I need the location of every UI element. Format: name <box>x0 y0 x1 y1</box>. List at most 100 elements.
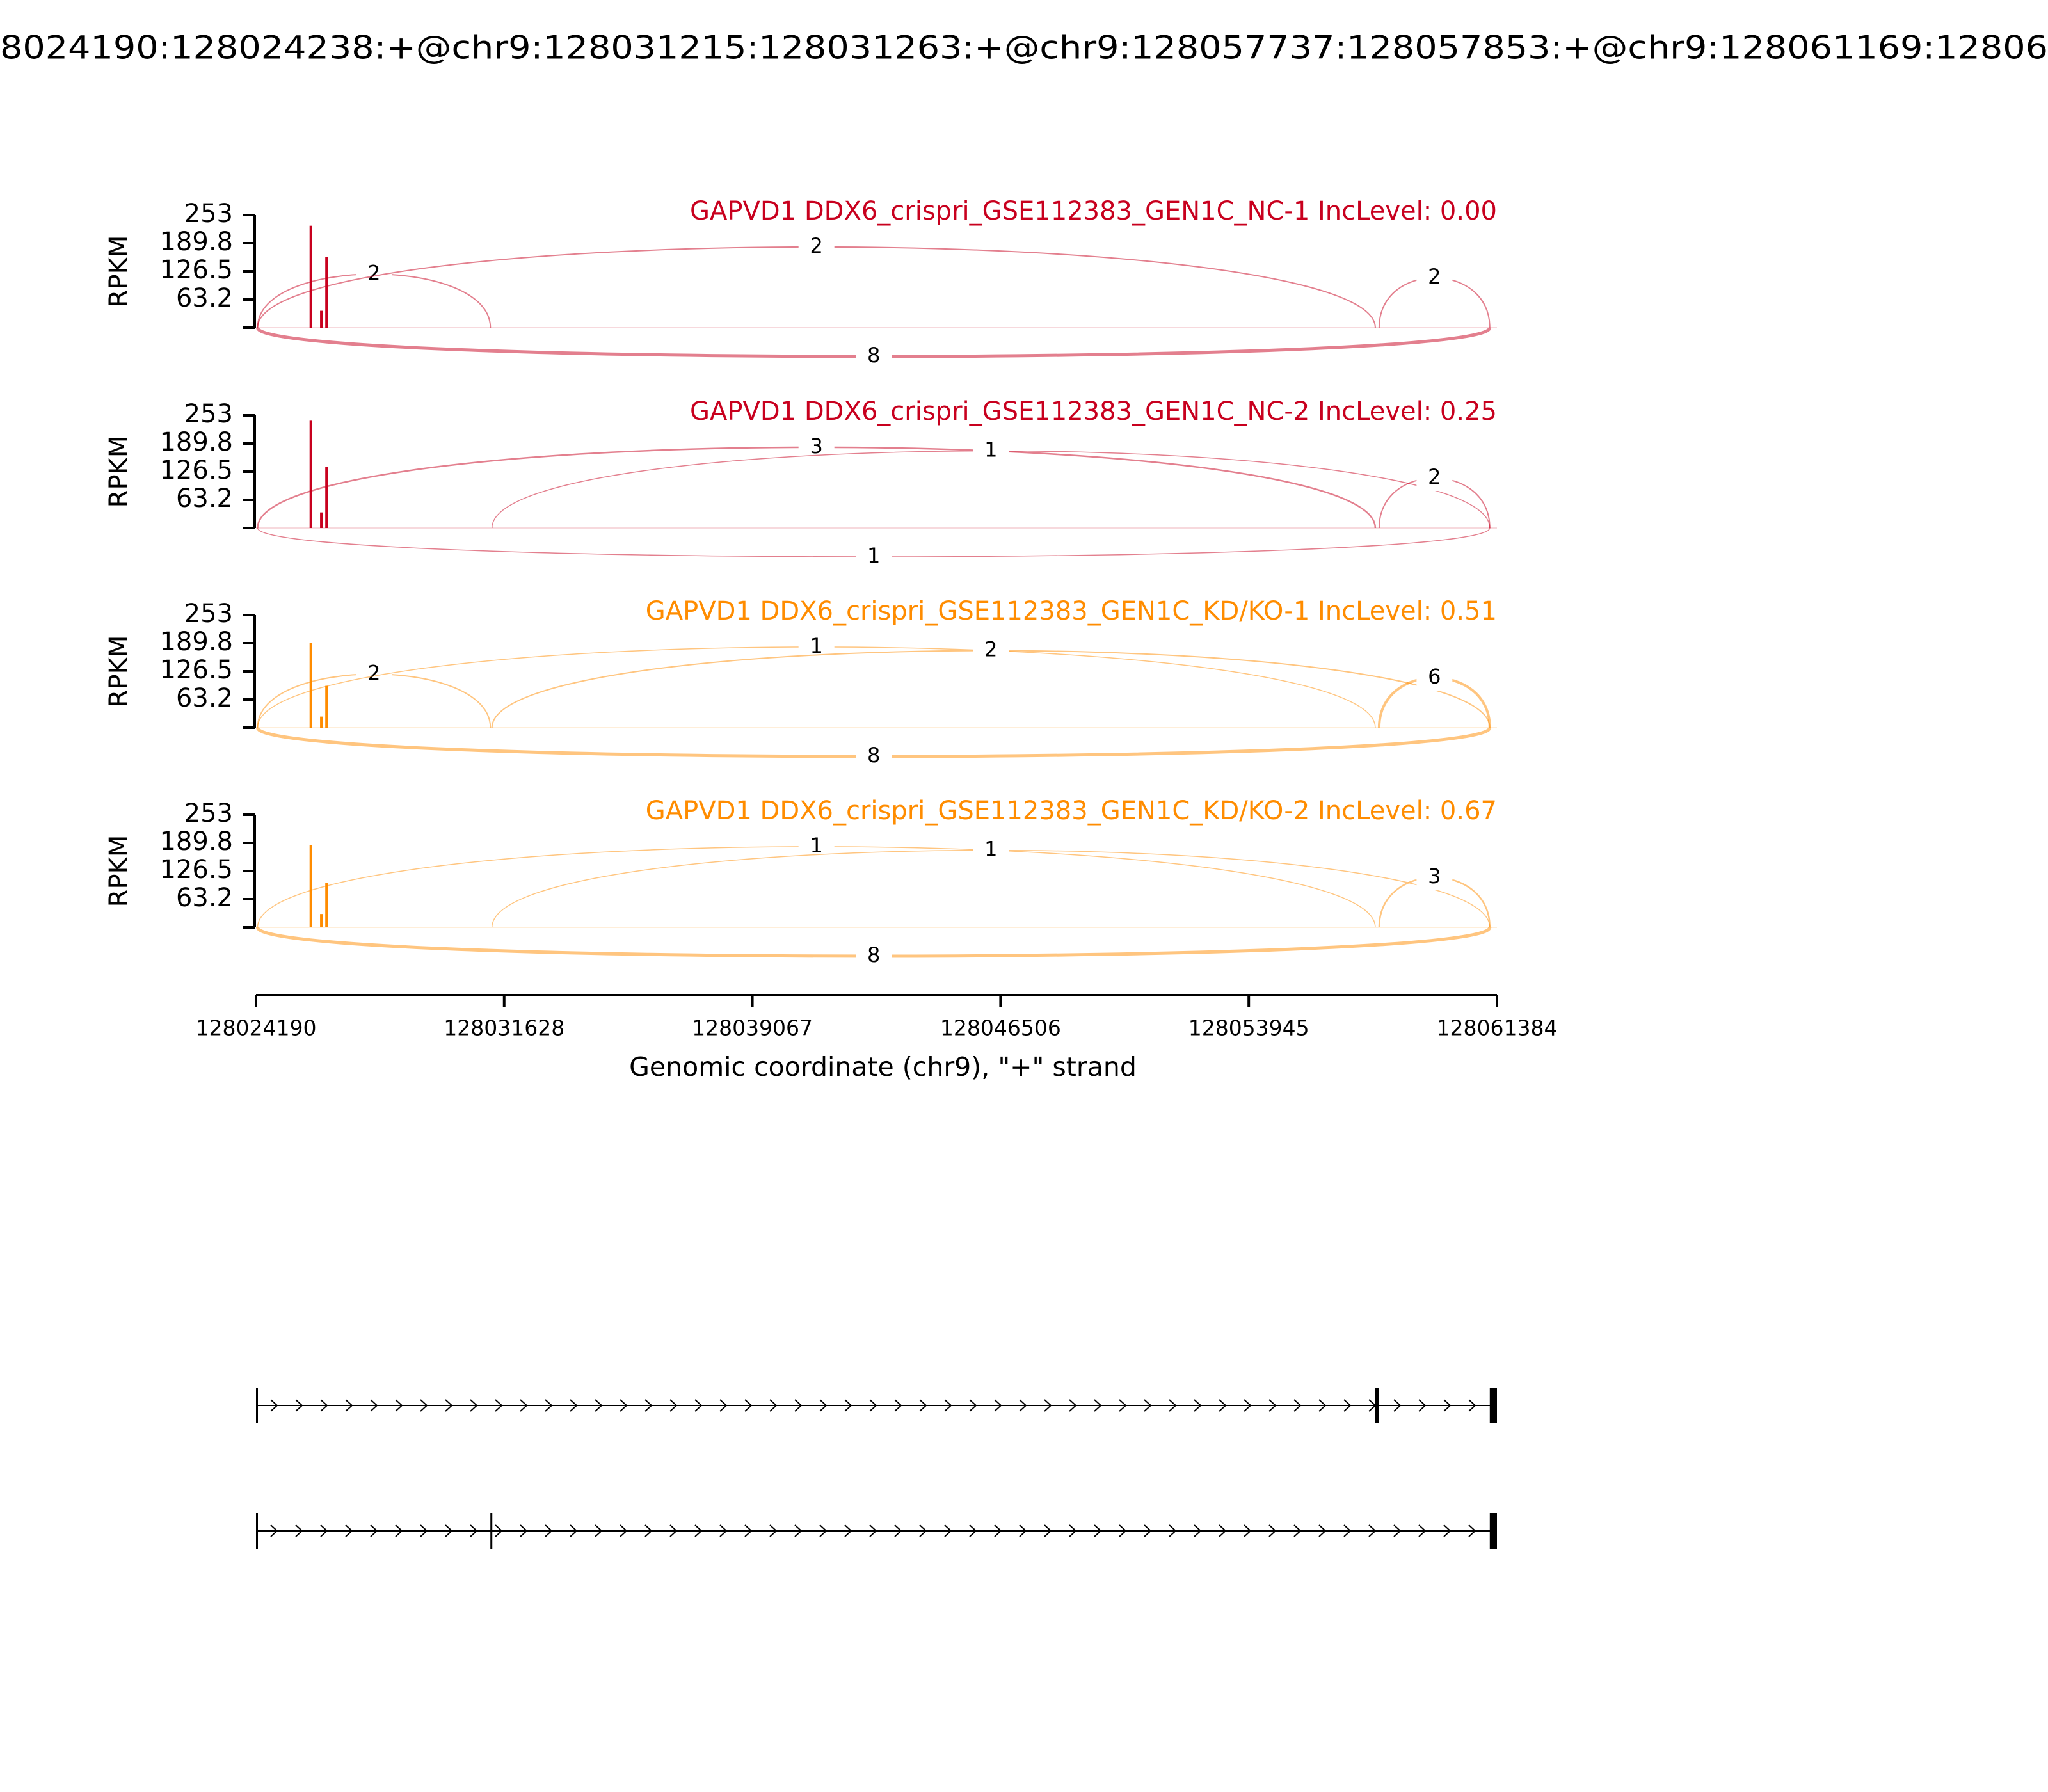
y-tick-label: 63.2 <box>176 883 233 913</box>
strand-arrow <box>1318 1399 1327 1412</box>
y-tick-label: 253 <box>184 799 233 828</box>
junction-count: 3 <box>810 434 823 458</box>
y-tick-label: 63.2 <box>176 284 233 313</box>
strand-arrow <box>644 1399 653 1412</box>
strand-arrow <box>570 1524 578 1537</box>
exon <box>1375 1388 1379 1423</box>
coverage-bar <box>325 467 328 528</box>
coverage-bar <box>309 845 312 927</box>
y-tick-label: 253 <box>184 199 233 228</box>
junction-label-bg <box>856 744 892 769</box>
coverage-bar <box>320 512 323 528</box>
strand-arrow <box>345 1524 353 1537</box>
strand-arrow <box>1169 1399 1177 1412</box>
junction-count: 1 <box>867 543 880 568</box>
strand-arrow <box>1443 1524 1452 1537</box>
strand-arrow <box>944 1399 952 1412</box>
y-tick-label: 253 <box>184 399 233 429</box>
y-tick-label: 126.5 <box>159 655 233 685</box>
y-axis-label: RPKM <box>104 636 134 708</box>
strand-arrow <box>595 1399 603 1412</box>
x-tick-label: 128024190 <box>196 1016 317 1041</box>
y-tick-label: 63.2 <box>176 684 233 713</box>
strand-arrow <box>1219 1399 1227 1412</box>
strand-arrow <box>644 1524 653 1537</box>
junction-label-bg <box>1416 865 1453 891</box>
strand-arrow <box>570 1399 578 1412</box>
strand-arrow <box>969 1399 977 1412</box>
exon <box>490 1513 493 1549</box>
strand-arrow <box>744 1524 753 1537</box>
strand-arrow <box>1468 1524 1476 1537</box>
strand-arrow <box>1368 1524 1377 1537</box>
strand-arrow <box>794 1524 803 1537</box>
strand-arrow <box>944 1524 952 1537</box>
strand-arrow <box>844 1524 852 1537</box>
panel-title: GAPVD1 DDX6_crispri_GSE112383_GEN1C_NC-2… <box>690 397 1497 426</box>
y-tick-label: 253 <box>184 599 233 628</box>
strand-arrow <box>669 1524 678 1537</box>
strand-arrow <box>1019 1399 1027 1412</box>
strand-arrow <box>1268 1524 1277 1537</box>
strand-arrow <box>295 1524 303 1537</box>
strand-arrow <box>994 1524 1002 1537</box>
strand-arrow <box>520 1399 528 1412</box>
junction-count: 3 <box>1428 864 1441 888</box>
junction-count: 1 <box>984 837 997 861</box>
exon <box>1489 1388 1497 1423</box>
strand-arrow <box>1069 1399 1077 1412</box>
strand-arrow <box>769 1524 778 1537</box>
coverage-bar <box>309 643 312 728</box>
y-tick-label: 189.8 <box>159 827 233 856</box>
strand-arrow <box>1094 1399 1102 1412</box>
strand-arrow <box>719 1524 728 1537</box>
strand-arrow <box>919 1524 927 1537</box>
strand-arrow <box>470 1524 478 1537</box>
strand-arrow <box>620 1524 628 1537</box>
junction-label-bg <box>1416 465 1453 492</box>
junction-count: 2 <box>367 260 380 285</box>
junction-count: 1 <box>810 634 823 658</box>
strand-arrow <box>545 1524 553 1537</box>
strand-arrow <box>470 1399 478 1412</box>
junction-count: 8 <box>867 943 880 967</box>
strand-arrow <box>345 1399 353 1412</box>
junction-count: 1 <box>984 438 997 462</box>
junction-label-bg <box>1416 265 1453 291</box>
strand-arrow <box>620 1399 628 1412</box>
strand-arrow <box>520 1524 528 1537</box>
strand-arrow <box>1418 1399 1427 1412</box>
y-tick-label: 126.5 <box>159 255 233 285</box>
y-axis-label: RPKM <box>104 835 134 908</box>
strand-arrow <box>1293 1399 1302 1412</box>
strand-arrow <box>270 1399 278 1412</box>
x-tick-label: 128039067 <box>692 1016 813 1041</box>
strand-arrow <box>445 1524 453 1537</box>
strand-arrow <box>844 1399 852 1412</box>
x-tick-label: 128031628 <box>444 1016 564 1041</box>
strand-arrow <box>1244 1399 1252 1412</box>
strand-arrow <box>595 1524 603 1537</box>
exon <box>256 1388 258 1423</box>
strand-arrow <box>694 1399 703 1412</box>
strand-arrow <box>420 1524 428 1537</box>
strand-arrow <box>370 1524 378 1537</box>
strand-arrow <box>1044 1524 1052 1537</box>
strand-arrow <box>869 1524 877 1537</box>
strand-arrow <box>1019 1524 1027 1537</box>
strand-arrow <box>1244 1524 1252 1537</box>
strand-arrow <box>894 1399 902 1412</box>
junction-count: 8 <box>867 343 880 367</box>
junction-label-bg <box>973 637 1009 664</box>
strand-arrow <box>395 1399 403 1412</box>
x-tick-label: 128053945 <box>1188 1016 1309 1041</box>
junction-label-bg <box>798 234 835 260</box>
strand-arrow <box>1393 1399 1402 1412</box>
strand-arrow <box>669 1399 678 1412</box>
strand-arrow <box>1119 1524 1127 1537</box>
strand-arrow <box>869 1399 877 1412</box>
strand-arrow <box>1468 1399 1476 1412</box>
junction-count: 2 <box>984 637 997 662</box>
